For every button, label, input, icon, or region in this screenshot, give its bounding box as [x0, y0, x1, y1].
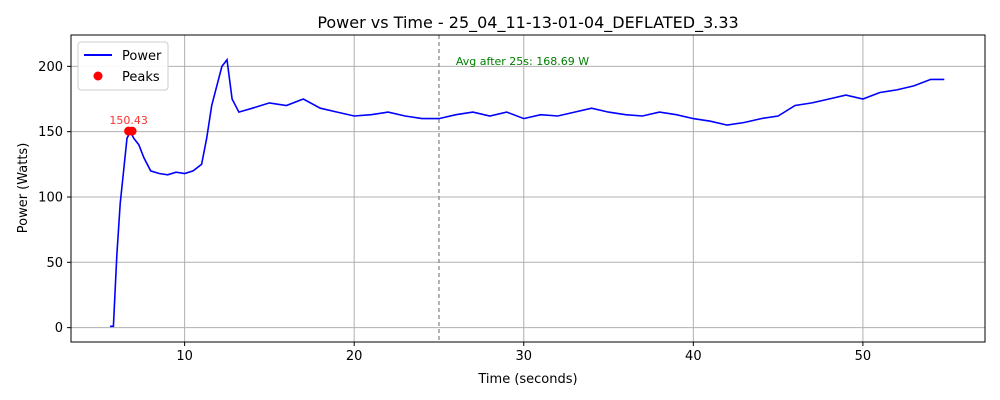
y-tick-label: 200	[38, 60, 63, 75]
x-tick-label: 50	[855, 349, 872, 364]
grid-lines	[71, 35, 985, 342]
axis-ticks: 10 20 30 40 50 0 50 100 150 200	[38, 60, 871, 364]
legend-peaks-swatch	[93, 71, 103, 81]
plot-frame	[70, 34, 986, 343]
avg-annotation: Avg after 25s: 168.69 W	[456, 55, 589, 68]
x-tick-label: 20	[346, 349, 363, 364]
x-tick-label: 10	[176, 349, 193, 364]
y-tick-label: 0	[55, 321, 63, 336]
peak-label: 150.43	[109, 114, 148, 127]
chart-title: Power vs Time - 25_04_11-13-01-04_DEFLAT…	[317, 13, 738, 33]
y-tick-label: 100	[38, 190, 63, 205]
peak-marker	[127, 126, 137, 136]
x-tick-label: 40	[685, 349, 702, 364]
x-tick-label: 30	[515, 349, 532, 364]
legend-power-label: Power	[122, 49, 162, 64]
legend-peaks-label: Peaks	[122, 70, 160, 85]
legend: Power Peaks	[77, 41, 169, 91]
peak-markers	[124, 126, 137, 136]
x-axis-label: Time (seconds)	[477, 372, 577, 387]
y-axis-label: Power (Watts)	[16, 143, 31, 234]
y-tick-label: 50	[46, 256, 63, 271]
power-series-line	[110, 57, 945, 328]
y-tick-label: 150	[38, 125, 63, 140]
